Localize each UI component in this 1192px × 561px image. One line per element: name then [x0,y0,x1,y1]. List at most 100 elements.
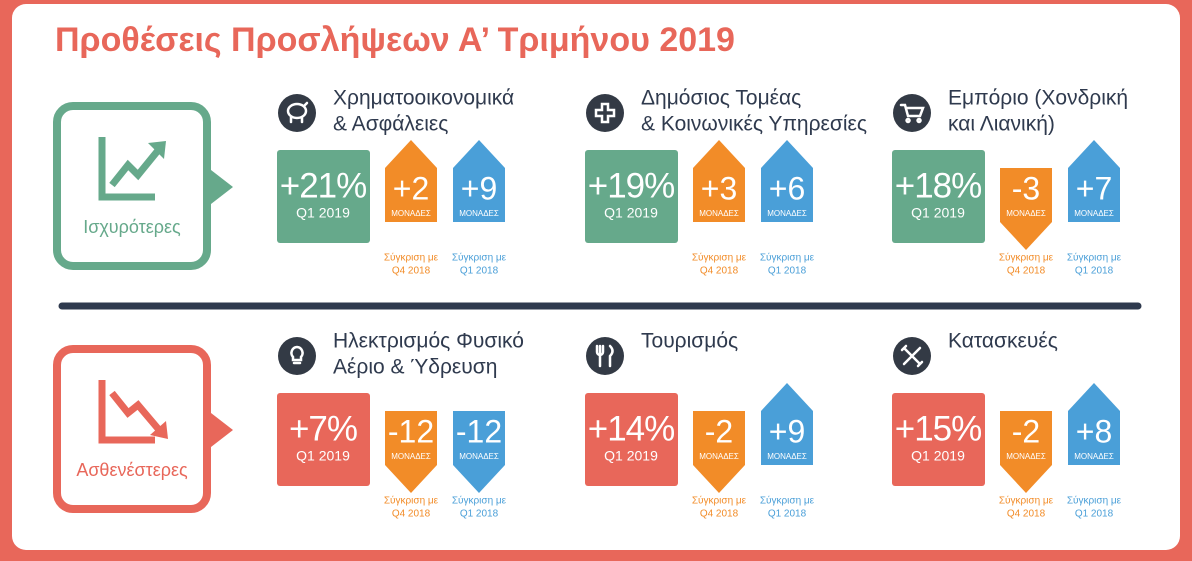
change-value: -3 [1012,170,1040,206]
compare-label: Σύγκριση με [384,495,439,507]
sector-icon [278,94,316,132]
change-units: ΜΟΝΑΔΕΣ [767,452,807,461]
change-value: +2 [393,170,429,206]
value-period: Q1 2019 [604,448,658,464]
change-arrow [1000,465,1052,493]
value-box [892,393,985,486]
compare-period: Q1 2018 [460,509,499,520]
compare-label: Σύγκριση με [1067,252,1122,264]
sector-icon-glyph [290,345,304,365]
change-units: ΜΟΝΑΔΕΣ [391,452,431,461]
value-period: Q1 2019 [911,448,965,464]
change-box [693,168,745,222]
compare-label: Σύγκριση με [1067,495,1122,507]
value-box [585,150,678,243]
value: +18% [895,166,982,205]
sector-name: & Ασφάλειες [333,113,448,136]
change-arrow [1068,140,1120,168]
sector-icon [586,337,624,375]
value-period: Q1 2019 [296,205,350,221]
change-box [1068,411,1120,465]
change-arrow [693,140,745,168]
change-value: -2 [1012,413,1040,449]
change-value: -12 [388,413,434,449]
value-box [585,393,678,486]
change-arrow [385,465,437,493]
compare-label: Σύγκριση με [760,495,815,507]
change-box [1000,168,1052,222]
change-box [761,411,813,465]
change-box [693,411,745,465]
compare-label: Σύγκριση με [999,252,1054,264]
sector-icon-glyph [900,344,924,368]
change-box [453,168,505,222]
compare-period: Q1 2018 [1075,509,1114,520]
change-arrow [385,140,437,168]
sector-icon-glyph [594,102,616,124]
change-arrow [761,383,813,411]
sector-name: Δημόσιος Τομέας [641,87,801,110]
change-units: ΜΟΝΑΔΕΣ [767,209,807,218]
value: +19% [588,166,675,205]
change-box [761,168,813,222]
value: +21% [280,166,367,205]
sector-icon [893,94,931,132]
compare-period: Q1 2018 [460,266,499,277]
sector-name: Εμπόριο (Χονδρική [948,87,1128,110]
value: +15% [895,409,982,448]
change-arrow [453,465,505,493]
change-box [453,411,505,465]
change-units: ΜΟΝΑΔΕΣ [1006,452,1046,461]
group-icon-arrowhead [150,421,168,439]
change-units: ΜΟΝΑΔΕΣ [459,209,499,218]
compare-label: Σύγκριση με [692,495,747,507]
group-icon-box [53,102,211,270]
compare-period: Q1 2018 [768,266,807,277]
compare-label: Σύγκριση με [452,252,507,264]
value-period: Q1 2019 [911,205,965,221]
change-box [1068,168,1120,222]
change-units: ΜΟΝΑΔΕΣ [1006,209,1046,218]
value: +7% [289,409,357,448]
sector-name: & Κοινωνικές Υπηρεσίες [641,113,867,136]
change-value: +8 [1076,413,1112,449]
sector-icon-glyph [899,103,925,124]
group-icon-axes [98,380,155,444]
change-units: ΜΟΝΑΔΕΣ [391,209,431,218]
sector-name: Χρηματοοικονομικά [333,87,514,110]
group-icon-arrowhead [148,141,166,159]
compare-label: Σύγκριση με [384,252,439,264]
compare-label: Σύγκριση με [692,252,747,264]
group-label: Ασθενέστερες [76,460,188,480]
sector-icon-glyph [595,344,614,368]
change-units: ΜΟΝΑΔΕΣ [1074,452,1114,461]
sector-icon [278,337,316,375]
sector-name: Κατασκευές [948,330,1058,353]
compare-period: Q4 2018 [1007,509,1046,520]
compare-period: Q4 2018 [392,266,431,277]
change-units: ΜΟΝΑΔΕΣ [1074,209,1114,218]
group-icon-box [53,345,211,513]
group-icon-axes [98,137,155,201]
compare-period: Q4 2018 [1007,266,1046,277]
value-box [892,150,985,243]
value-box [277,150,370,243]
sector-name: Τουρισμός [641,330,738,353]
sector-name: Ηλεκτρισμός Φυσικό [333,330,524,353]
change-box [385,411,437,465]
change-arrow [1000,222,1052,250]
compare-period: Q4 2018 [700,509,739,520]
change-box [385,168,437,222]
value-period: Q1 2019 [604,205,658,221]
value: +14% [588,409,675,448]
change-units: ΜΟΝΑΔΕΣ [459,452,499,461]
sector-icon [586,94,624,132]
change-arrow [693,465,745,493]
sector-icon-glyph [286,101,309,124]
group-icon-pointer [211,413,233,447]
change-value: +3 [701,170,737,206]
change-arrow [1068,383,1120,411]
change-value: +6 [769,170,805,206]
